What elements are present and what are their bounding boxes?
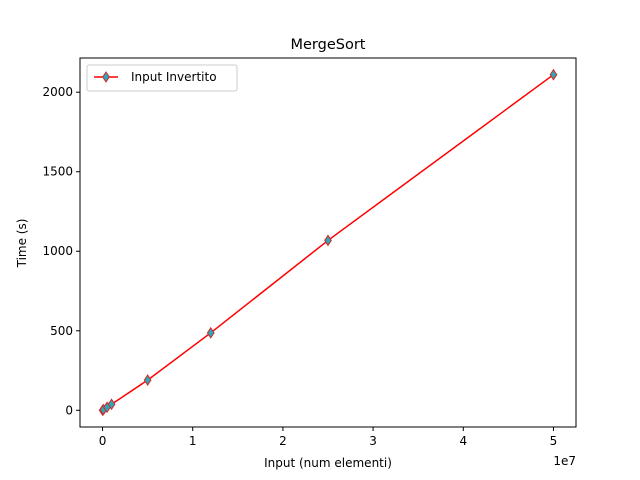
axes-frame xyxy=(79,57,577,428)
data-point xyxy=(143,374,152,386)
data-point xyxy=(206,326,215,339)
x-tick-label: 3 xyxy=(369,434,377,448)
series-layer xyxy=(98,68,558,417)
legend-label: Input Invertito xyxy=(131,70,217,84)
chart-title: MergeSort xyxy=(291,37,366,53)
y-tick-label: 1500 xyxy=(42,165,73,179)
y-axis-label: Time (s) xyxy=(15,219,29,269)
plot-area: 0 1 2 3 4 5 0 500 1000 1500 2000 xyxy=(42,57,577,448)
y-tick-label: 500 xyxy=(50,324,73,338)
y-axis-ticks: 0 500 1000 1500 2000 xyxy=(42,85,80,417)
data-point xyxy=(549,68,558,81)
data-point xyxy=(107,398,116,411)
x-tick-label: 2 xyxy=(279,434,287,448)
x-axis-ticks: 0 1 2 3 4 5 xyxy=(99,427,558,448)
x-tick-label: 5 xyxy=(550,434,558,448)
x-axis-label: Input (num elementi) xyxy=(264,456,392,470)
x-tick-label: 1 xyxy=(189,434,197,448)
y-tick-label: 1000 xyxy=(42,244,73,258)
x-axis-offset-label: 1e7 xyxy=(553,454,576,468)
legend-marker-sample xyxy=(102,71,110,83)
y-tick-label: 0 xyxy=(65,403,73,417)
y-tick-label: 2000 xyxy=(42,85,73,99)
data-point xyxy=(324,234,332,247)
x-tick-label: 0 xyxy=(99,434,107,448)
legend-box xyxy=(86,64,238,92)
x-tick-label: 4 xyxy=(459,434,467,448)
legend: Input Invertito xyxy=(86,64,238,92)
